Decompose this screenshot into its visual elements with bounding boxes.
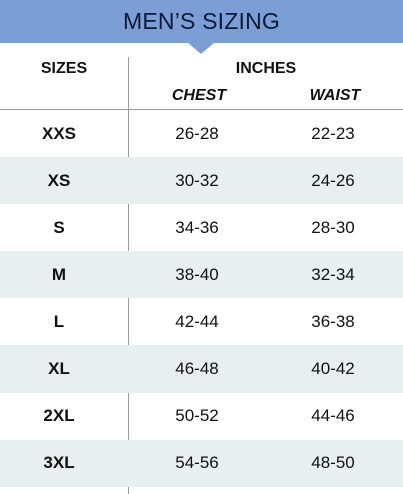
size-cell: XL xyxy=(48,359,70,379)
waist-cell: 48-50 xyxy=(311,453,355,473)
size-cell: 2XL xyxy=(43,406,75,426)
header-sizes: SIZES xyxy=(40,60,88,77)
header-chest: CHEST xyxy=(171,87,227,104)
header-rule xyxy=(0,109,403,110)
table-row: S 34-36 28-30 xyxy=(0,204,403,251)
page-title: MEN’S SIZING xyxy=(122,8,281,34)
chest-cell: 26-28 xyxy=(175,123,219,143)
size-cell: 3XL xyxy=(43,453,75,473)
waist-cell: 44-46 xyxy=(311,406,355,426)
chest-cell: 38-40 xyxy=(175,264,219,284)
table-row: L 42-44 36-38 xyxy=(0,298,403,345)
banner-pointer xyxy=(188,43,214,54)
waist-cell: 22-23 xyxy=(311,123,355,143)
waist-cell: 28-30 xyxy=(311,217,355,237)
table-row: XXS 26-28 22-23 xyxy=(0,110,403,157)
size-cell: L xyxy=(53,311,65,331)
table-row: XL 46-48 40-42 xyxy=(0,345,403,393)
size-cell: XS xyxy=(47,170,71,190)
table-row: XS 30-32 24-26 xyxy=(0,157,403,205)
size-cell: S xyxy=(53,217,65,237)
waist-cell: 24-26 xyxy=(311,170,355,190)
header-waist: WAIST xyxy=(309,87,361,104)
chest-cell: 46-48 xyxy=(175,359,219,379)
chest-cell: 34-36 xyxy=(175,217,219,237)
header-inches: INCHES xyxy=(235,60,297,77)
waist-cell: 32-34 xyxy=(311,264,355,284)
waist-cell: 36-38 xyxy=(311,311,355,331)
size-table: XXS 26-28 22-23 XS 30-32 24-26 S 34-36 2… xyxy=(0,110,403,487)
table-row: M 38-40 32-34 xyxy=(0,251,403,299)
size-cell: XXS xyxy=(41,123,77,143)
table-row: 2XL 50-52 44-46 xyxy=(0,393,403,440)
chest-cell: 30-32 xyxy=(175,170,219,190)
waist-cell: 40-42 xyxy=(311,359,355,379)
size-cell: M xyxy=(51,264,67,284)
chest-cell: 42-44 xyxy=(175,311,219,331)
title-banner: MEN’S SIZING xyxy=(0,0,403,43)
chest-cell: 54-56 xyxy=(175,453,219,473)
table-row: 3XL 54-56 48-50 xyxy=(0,439,403,487)
chest-cell: 50-52 xyxy=(175,406,219,426)
